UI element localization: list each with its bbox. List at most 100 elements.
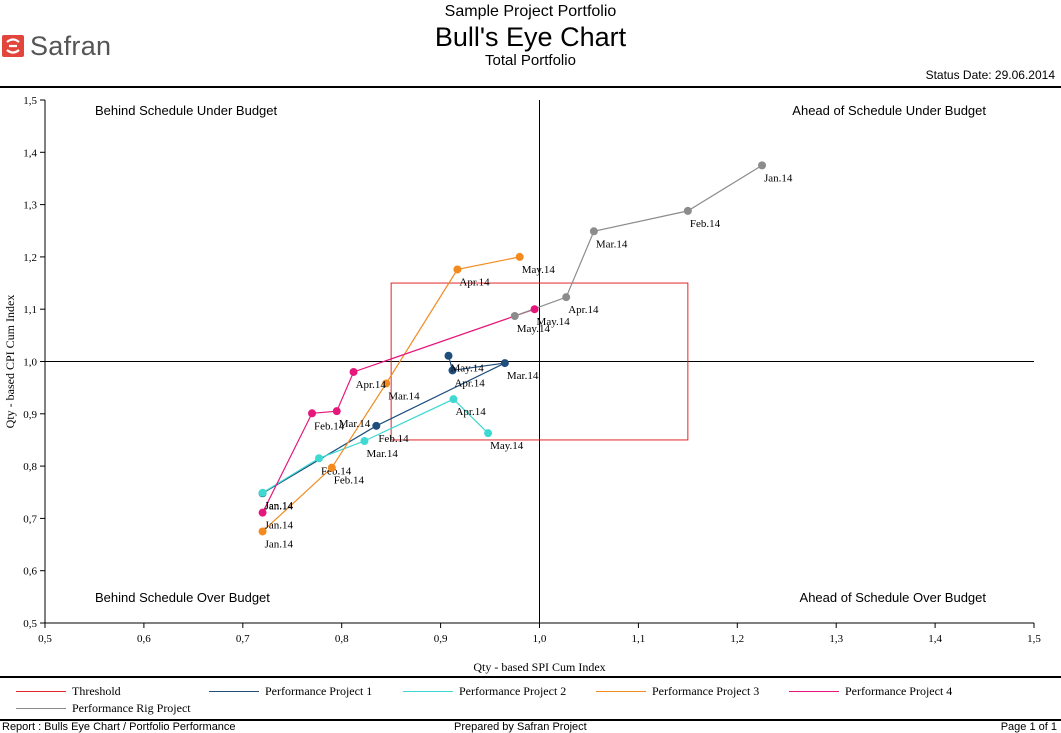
footer-page: Page 1 of 1: [1000, 721, 1057, 733]
bulls-eye-chart: 0,5 0,6 0,7 0,8 0,9 1,0 1,1 1,2 1,3 1,4 1,5 0,5 0,6 0…: [3, 95, 1041, 674]
point-label: May.14: [451, 363, 485, 375]
data-point: [258, 508, 267, 517]
point-label: Feb.14: [314, 420, 345, 432]
legend-label: Performance Project 3: [652, 684, 760, 698]
point-label: Mar.14: [596, 238, 628, 250]
title-block: Sample Project Portfolio Bull's Eye Char…: [0, 2, 1061, 69]
data-point: [500, 359, 509, 368]
point-label: Jan.14: [265, 500, 294, 512]
point-label: Feb.14: [334, 475, 365, 487]
chart-title: Bull's Eye Chart: [434, 22, 627, 52]
data-point: [448, 366, 457, 375]
point-label: Apr.14: [356, 379, 387, 391]
data-point: [308, 409, 317, 418]
x-tick-label: 0,7: [236, 633, 250, 645]
legend-item: Performance Project 3: [580, 684, 759, 699]
data-point: [589, 227, 598, 236]
footer-prepared: Prepared by Safran Project: [454, 721, 587, 733]
data-point: [360, 436, 369, 445]
legend-swatch: [403, 691, 453, 692]
point-label: May.14: [522, 264, 556, 276]
point-label: May.14: [490, 440, 524, 452]
header-divider: [0, 86, 1061, 88]
point-label: Mar.14: [366, 448, 398, 460]
x-tick-label: 0,6: [137, 633, 151, 645]
point-label: Feb.14: [378, 433, 409, 445]
y-tick-label: 1,1: [23, 304, 37, 316]
point-label: May.14: [517, 323, 551, 335]
x-tick-label: 0,5: [38, 633, 52, 645]
legend-swatch: [209, 691, 259, 692]
point-label: Mar.14: [339, 418, 371, 430]
legend-label: Threshold: [72, 684, 121, 698]
point-label: Apr.14: [568, 304, 599, 316]
series-line-4: [262, 308, 535, 513]
legend-item: Performance Project 4: [773, 684, 952, 699]
safran-logo-icon: [2, 35, 24, 57]
footer-report: Report : Bulls Eye Chart / Portfolio Per…: [2, 721, 236, 733]
quadrant-bottom-right: Ahead of Schedule Over Budget: [800, 590, 987, 605]
x-tick-label: 0,9: [434, 633, 448, 645]
data-point: [515, 252, 524, 261]
data-point: [683, 206, 692, 215]
y-tick-label: 1,2: [23, 252, 37, 264]
point-label: Jan.14: [764, 172, 793, 184]
y-tick-label: 1,0: [23, 357, 37, 369]
data-point: [444, 351, 453, 360]
legend-item: Threshold: [0, 684, 121, 699]
data-point: [258, 488, 267, 497]
y-tick-label: 0,7: [23, 513, 37, 525]
logo-text: Safran: [30, 30, 112, 61]
y-tick-label: 0,8: [23, 461, 37, 473]
x-tick-label: 1,5: [1027, 633, 1041, 645]
point-label: May.14: [537, 316, 571, 328]
x-axis-label: Qty - based SPI Cum Index: [473, 660, 605, 674]
y-tick-label: 0,5: [23, 618, 37, 630]
status-date: Status Date: 29.06.2014: [925, 68, 1055, 82]
legend-item: Performance Project 2: [387, 684, 566, 699]
data-point: [327, 463, 336, 472]
data-point: [258, 527, 267, 536]
data-point: [510, 311, 519, 320]
legend-swatch: [16, 708, 66, 709]
x-tick-label: 1,4: [928, 633, 942, 645]
point-label: Jan.14: [265, 538, 294, 550]
legend-swatch: [789, 691, 839, 692]
y-tick-label: 0,9: [23, 409, 37, 421]
quadrant-bottom-left: Behind Schedule Over Budget: [95, 590, 270, 605]
x-tick-label: 1,1: [632, 633, 646, 645]
data-point: [758, 161, 767, 170]
legend-divider-top: [0, 676, 1061, 678]
point-label: Mar.14: [388, 390, 420, 402]
point-label: Jan.14: [265, 520, 294, 532]
safran-logo: Safran: [2, 30, 111, 62]
data-point: [314, 454, 323, 463]
y-axis-label: Qty - based CPI Cum Index: [3, 295, 17, 429]
data-point: [382, 379, 391, 388]
legend-item: Performance Rig Project: [0, 701, 191, 716]
legend-swatch: [596, 691, 646, 692]
y-tick-label: 1,5: [23, 95, 37, 107]
point-label: Apr.14: [454, 377, 485, 389]
y-tick-label: 1,4: [23, 147, 37, 159]
threshold-box: [390, 282, 689, 441]
x-tick-label: 0,8: [335, 633, 349, 645]
point-label: Apr.14: [459, 276, 490, 288]
quadrant-top-left: Behind Schedule Under Budget: [95, 103, 278, 118]
point-label: Feb.14: [690, 218, 721, 230]
point-label: Mar.14: [507, 370, 539, 382]
point-label: Jan.14: [265, 500, 294, 512]
data-point: [562, 293, 571, 302]
chart-subtitle: Total Portfolio: [485, 52, 576, 69]
data-point: [332, 407, 341, 416]
point-label: Apr.14: [455, 406, 486, 418]
legend-item: Performance Project 1: [193, 684, 372, 699]
series-line-5: [514, 164, 763, 317]
legend-label: Performance Project 2: [459, 684, 567, 698]
report-title: Sample Project Portfolio: [444, 3, 617, 20]
x-tick-label: 1,3: [829, 633, 843, 645]
legend-label: Performance Rig Project: [72, 701, 191, 715]
data-point: [530, 305, 539, 314]
footer-divider: [0, 719, 1061, 721]
x-tick-label: 1,0: [533, 633, 547, 645]
